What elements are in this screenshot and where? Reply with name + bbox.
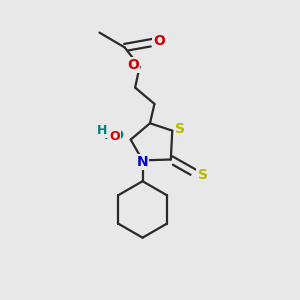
Text: HO: HO [104,129,125,142]
Text: H: H [97,124,108,137]
Text: O: O [109,130,120,143]
Text: S: S [198,168,208,182]
Text: O: O [127,58,139,72]
Text: N: N [137,155,148,169]
Text: S: S [175,122,185,136]
Text: O: O [154,34,165,48]
